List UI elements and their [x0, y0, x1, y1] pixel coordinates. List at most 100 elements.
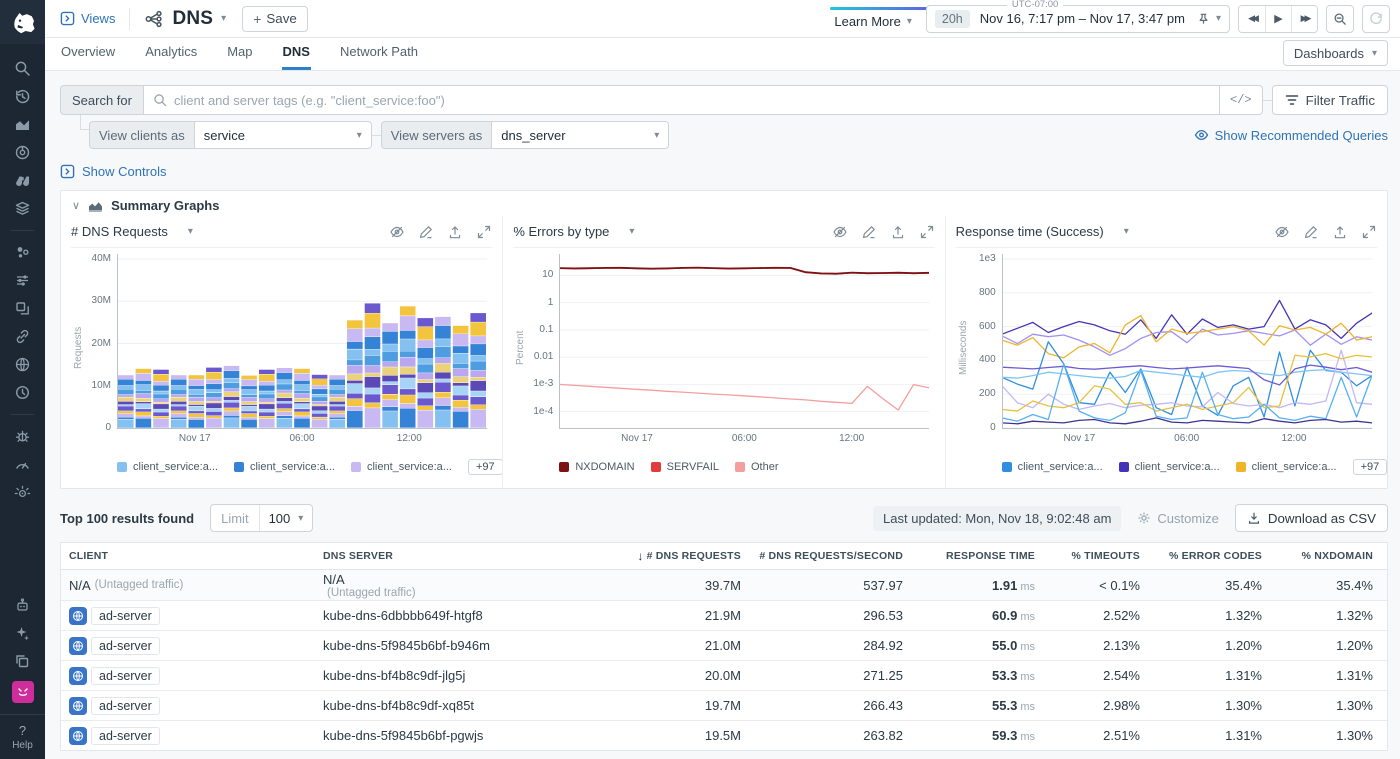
tab-analytics[interactable]: Analytics [145, 44, 198, 59]
column-header[interactable]: # DNS REQUESTS/SECOND [759, 550, 903, 562]
edit-graph-icon[interactable] [861, 224, 877, 240]
export-graph-icon[interactable] [890, 224, 906, 240]
tab-network-path[interactable]: Network Path [339, 44, 419, 59]
table-row[interactable]: ad-server kube-dns-6dbbbb649f-htgf8 21.9M 2… [61, 600, 1387, 630]
time-range-text[interactable]: Nov 16, 7:17 pm – Nov 17, 3:47 pm [979, 11, 1185, 26]
bits-robot-icon[interactable] [14, 597, 31, 614]
refresh-button[interactable] [1362, 4, 1390, 33]
pin-dropdown[interactable]: ▾ [1197, 12, 1221, 25]
synthetics-icon[interactable] [14, 384, 31, 401]
sparkle-icon[interactable] [14, 625, 31, 642]
legend-item[interactable]: NXDOMAIN [559, 461, 635, 473]
learn-more-button[interactable]: Learn More ▾ [830, 6, 949, 29]
metrics-icon[interactable] [14, 116, 31, 133]
filter-traffic-button[interactable]: Filter Traffic [1271, 85, 1388, 115]
client-service-chip[interactable]: ad-server [91, 696, 160, 715]
legend-item[interactable]: client_service:a... [117, 461, 218, 473]
column-header[interactable]: % NXDOMAIN [1301, 550, 1373, 562]
summary-graphs-header[interactable]: ∨ Summary Graphs [61, 191, 1387, 216]
datadog-logo[interactable] [0, 0, 45, 44]
history-icon[interactable] [14, 88, 31, 105]
column-header[interactable]: ↓ # DNS REQUESTS [637, 549, 741, 563]
gauge-icon[interactable] [14, 456, 31, 473]
legend-item[interactable]: client_service:a... [1001, 461, 1103, 473]
column-header[interactable]: DNS SERVER [323, 550, 394, 562]
dashboards-icon[interactable] [14, 300, 31, 317]
client-service-chip[interactable]: ad-server [91, 726, 160, 745]
column-header[interactable]: % TIMEOUTS [1071, 550, 1140, 562]
time-range-picker[interactable]: UTC-07:00 20h Nov 16, 7:17 pm – Nov 17, … [925, 0, 1230, 33]
binoculars-icon[interactable] [14, 172, 31, 189]
view-servers-select[interactable]: dns_server ▾ [491, 121, 670, 149]
tab-overview[interactable]: Overview [61, 44, 116, 59]
edit-graph-icon[interactable] [1303, 224, 1319, 240]
tab-map[interactable]: Map [227, 44, 253, 59]
collapse-chevron-icon[interactable]: ∨ [72, 200, 81, 212]
table-row[interactable]: ad-server kube-dns-bf4b8c9df-xq85t 19.7M 26… [61, 690, 1387, 720]
security-bug-icon[interactable] [14, 428, 31, 445]
duration-chip[interactable]: 20h [934, 9, 970, 28]
chevron-down-icon[interactable]: ▾ [1123, 226, 1129, 237]
client-service-chip[interactable]: ad-server [91, 636, 160, 655]
hide-graph-icon[interactable] [389, 224, 405, 240]
fast-forward-button[interactable]: ▶▶ [1291, 5, 1317, 32]
show-controls-button[interactable]: Show Controls [60, 164, 1400, 179]
download-csv-button[interactable]: Download as CSV [1234, 504, 1388, 532]
code-toggle-button[interactable]: </> [1220, 85, 1263, 115]
table-row[interactable]: ad-server kube-dns-5f9845b6bf-pgwjs 19.5M 2… [61, 720, 1387, 750]
export-graph-icon[interactable] [1332, 224, 1348, 240]
network-view-icon [146, 10, 163, 27]
help-button[interactable]: ? Help [0, 714, 45, 751]
legend-item[interactable]: SERVFAIL [650, 461, 719, 473]
column-header[interactable]: % ERROR CODES [1168, 550, 1262, 562]
zoom-out-button[interactable] [1326, 4, 1354, 33]
network-globe-icon[interactable] [14, 356, 31, 373]
expand-graph-icon[interactable] [476, 224, 492, 240]
table-row[interactable]: ad-server kube-dns-bf4b8c9df-jlg5j 20.0M 27… [61, 660, 1387, 690]
legend-item[interactable]: client_service:a... [1235, 461, 1337, 473]
client-service-chip[interactable]: ad-server [91, 666, 160, 685]
search-input[interactable] [173, 92, 1211, 108]
page-title-group[interactable]: DNS ▾ [144, 8, 226, 30]
hide-graph-icon[interactable] [1274, 224, 1290, 240]
expand-graph-icon[interactable] [1361, 224, 1377, 240]
view-clients-select[interactable]: service ▾ [193, 121, 372, 149]
expand-graph-icon[interactable] [919, 224, 935, 240]
limit-select[interactable]: 100 ▾ [268, 510, 304, 526]
client-service-chip[interactable]: ad-server [91, 606, 160, 625]
legend-overflow-button[interactable]: +97 [1352, 459, 1388, 475]
radar-icon[interactable] [14, 144, 31, 161]
dashboards-button[interactable]: Dashboards ▾ [1282, 40, 1388, 66]
legend-item[interactable]: Other [735, 461, 779, 473]
customize-button[interactable]: Customize [1137, 511, 1219, 526]
chevron-down-icon[interactable]: ▾ [629, 226, 635, 237]
legend-item[interactable]: client_service:a... [1118, 461, 1220, 473]
edit-graph-icon[interactable] [418, 224, 434, 240]
user-avatar[interactable] [11, 681, 34, 703]
logs-icon[interactable] [14, 200, 31, 217]
chart-header: % Errors by type ▾ [513, 216, 935, 248]
legend-item[interactable]: client_service:a... [233, 461, 335, 473]
column-header[interactable]: CLIENT [69, 550, 109, 562]
table-row[interactable]: ad-server kube-dns-5f9845b6bf-b946m 21.0M 2… [61, 630, 1387, 660]
hide-graph-icon[interactable] [832, 224, 848, 240]
legend-item[interactable]: client_service:a... [350, 461, 452, 473]
play-button[interactable]: ▶ [1265, 5, 1291, 32]
table-row[interactable]: N/A (Untagged traffic) N/A (Untagged traffi… [61, 570, 1387, 600]
column-header[interactable]: RESPONSE TIME [946, 550, 1035, 562]
chevron-down-icon[interactable]: ▾ [221, 13, 227, 24]
rewind-button[interactable]: ◀◀ [1239, 5, 1265, 32]
chevron-down-icon[interactable]: ▾ [187, 226, 193, 237]
show-recommended-queries-link[interactable]: Show Recommended Queries [1194, 128, 1388, 143]
search-icon[interactable] [14, 60, 31, 77]
save-button[interactable]: + Save [242, 5, 308, 32]
tab-dns[interactable]: DNS [281, 38, 311, 70]
service-map-icon[interactable] [14, 244, 31, 261]
watchdog-eye-icon[interactable] [14, 484, 31, 501]
integrations-link-icon[interactable] [14, 328, 31, 345]
export-graph-icon[interactable] [447, 224, 463, 240]
traces-icon[interactable] [14, 272, 31, 289]
legend-overflow-button[interactable]: +97 [467, 459, 503, 475]
workspaces-copy-icon[interactable] [14, 653, 31, 670]
views-button[interactable]: Views [60, 11, 115, 26]
